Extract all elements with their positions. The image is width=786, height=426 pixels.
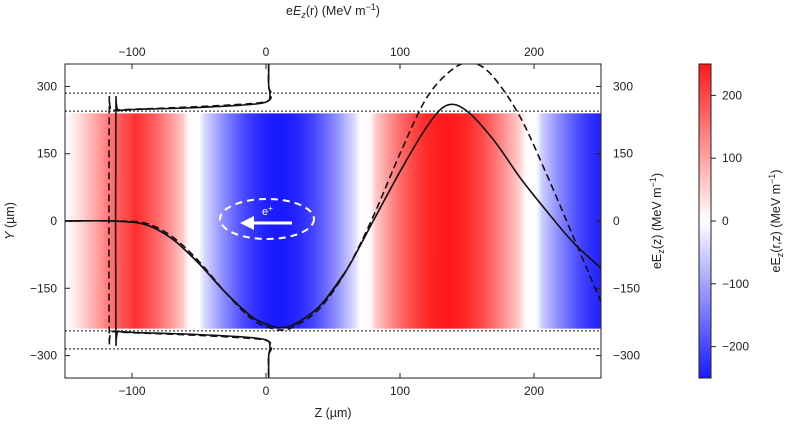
- top-axis-title: eEz(r) (MeV m−1): [286, 2, 380, 20]
- bottom-axis-title: Z (µm): [314, 406, 351, 420]
- top-tick-label-3: 200: [524, 45, 544, 59]
- colorbar-tick-label-1: 100: [722, 151, 742, 165]
- right-tick-label-4: −300: [613, 349, 640, 363]
- top-tick-label-2: 100: [390, 45, 410, 59]
- right-tick-label-2: 0: [613, 214, 620, 228]
- left-tick-label-0: 300: [37, 79, 57, 93]
- right-tick-label-1: 150: [613, 147, 633, 161]
- top-tick-label-1: 0: [263, 45, 270, 59]
- bottom-tick-label-1: 0: [263, 384, 270, 398]
- positron-ellipse: [219, 198, 315, 240]
- right-axis-title: eEz(z) (MeV m−1): [648, 173, 666, 269]
- field-heatmap: [65, 113, 601, 329]
- positron-annotation: e+: [219, 198, 315, 240]
- series-4: [65, 219, 348, 329]
- colorbar: [698, 63, 712, 379]
- colorbar-title: eEz(r,z) (MeV m−1): [767, 170, 785, 273]
- colorbar-tick-label-0: 200: [722, 88, 742, 102]
- bottom-tick-label-2: 100: [390, 384, 410, 398]
- right-tick-label-3: −150: [613, 281, 640, 295]
- colorbar-tick-label-4: −200: [722, 340, 749, 354]
- left-tick-label-2: 0: [50, 214, 57, 228]
- bottom-tick-label-0: −100: [118, 384, 145, 398]
- positron-arrow-head: [240, 216, 254, 230]
- bottom-tick-label-3: 200: [524, 384, 544, 398]
- left-tick-label-1: 150: [37, 147, 57, 161]
- top-tick-label-0: −100: [118, 45, 145, 59]
- positron-label: e+: [262, 204, 273, 218]
- right-tick-label-0: 300: [613, 79, 633, 93]
- left-tick-label-4: −300: [30, 349, 57, 363]
- left-tick-label-3: −150: [30, 281, 57, 295]
- series-1: [65, 64, 601, 331]
- colorbar-tick-label-3: −100: [722, 277, 749, 291]
- colorbar-tick-label-2: 0: [722, 214, 729, 228]
- left-axis-title: Y (µm): [3, 202, 17, 240]
